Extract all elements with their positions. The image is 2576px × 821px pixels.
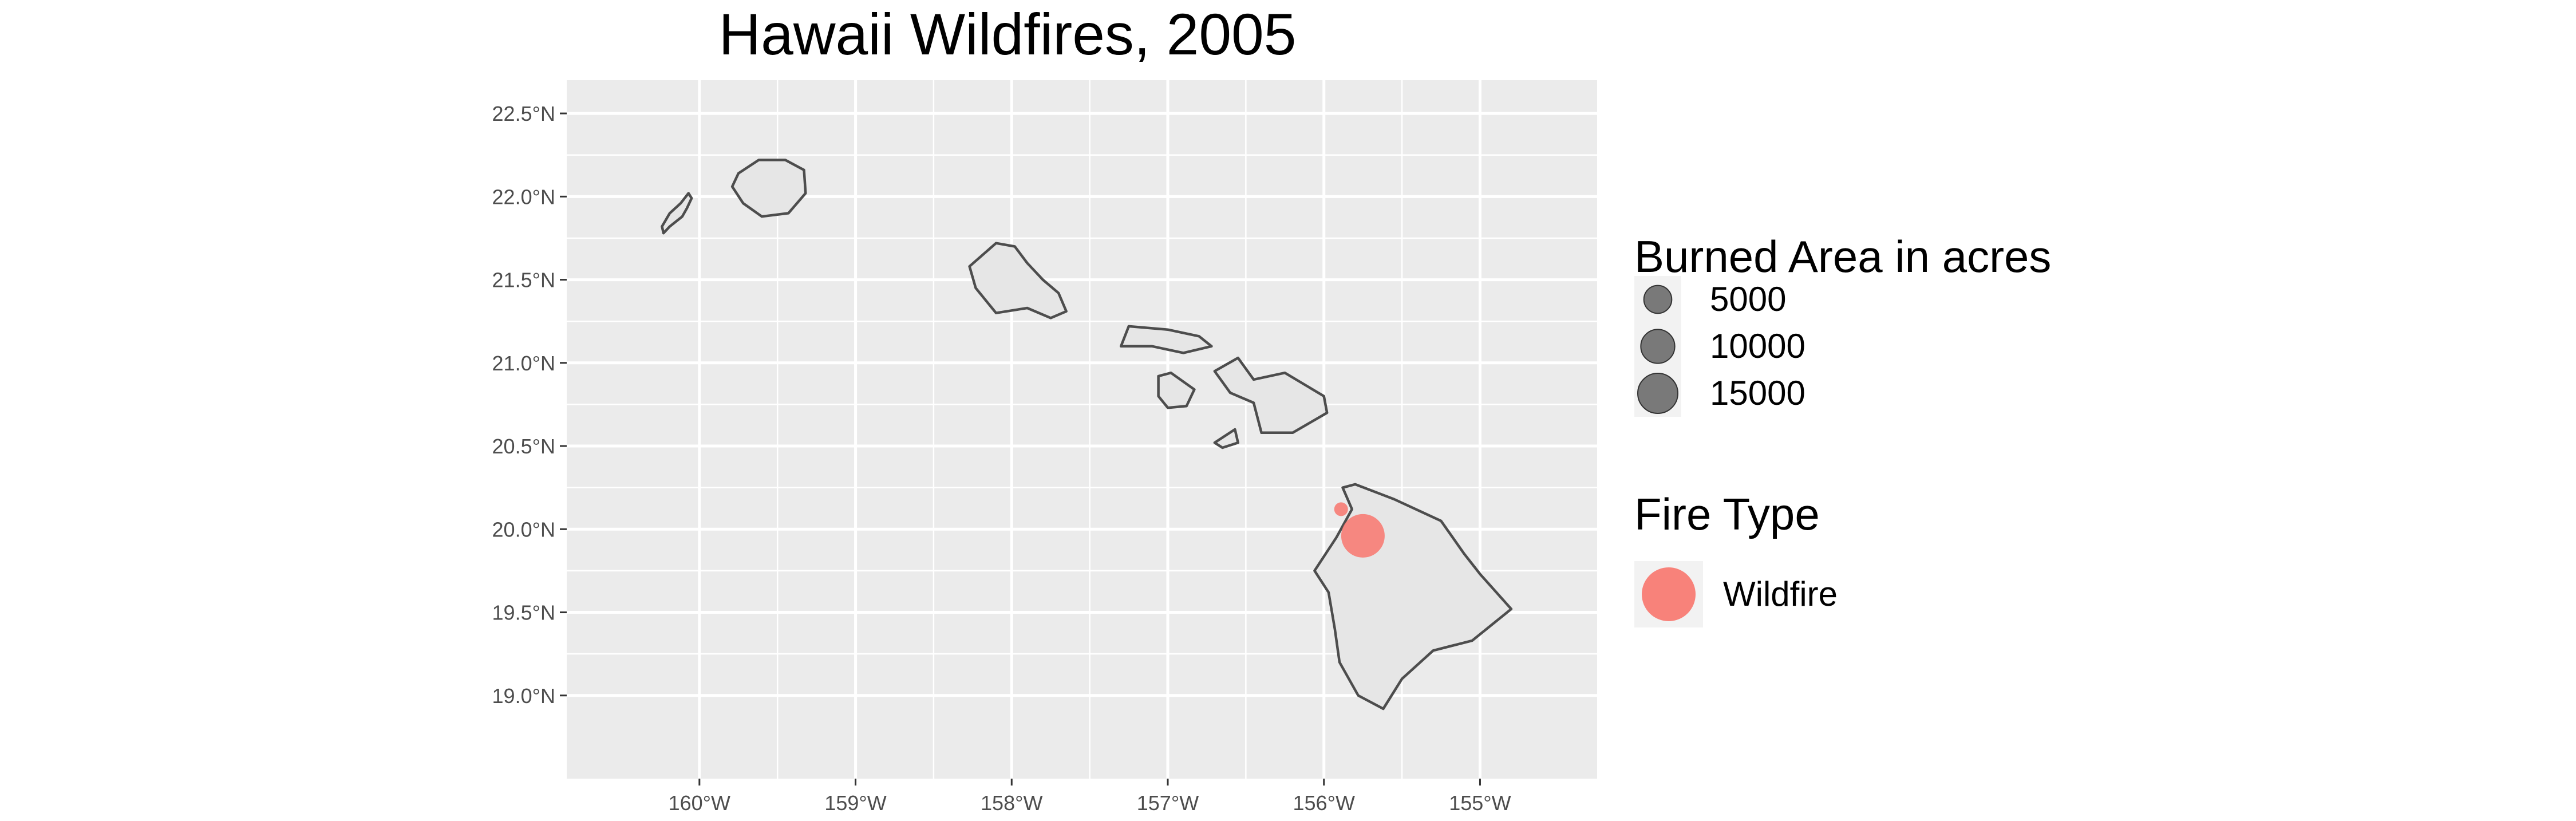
grid-lines — [567, 80, 1597, 779]
x-tick-label: 156°W — [1293, 791, 1355, 815]
island-molokai — [1119, 325, 1213, 354]
size-legend-circle — [1640, 329, 1676, 364]
island-maui — [1213, 356, 1329, 435]
island-niihau — [661, 192, 693, 235]
size-legend-label: 15000 — [1710, 374, 1805, 412]
y-axis: 19.0°N 19.5°N 20.0°N 20.5°N 21.0°N 21.5°N 22.0… — [492, 102, 567, 708]
fire-point — [1341, 514, 1385, 558]
x-axis: 160°W 159°W 158°W 157°W 156°W 155°W — [669, 779, 1511, 815]
x-tick-label: 159°W — [824, 791, 886, 815]
island-lanai — [1157, 371, 1196, 409]
fire-point — [1334, 502, 1348, 516]
size-legend-circle — [1643, 285, 1673, 314]
size-legend-circle — [1637, 373, 1678, 414]
y-tick-label: 22.5°N — [492, 102, 555, 125]
island-kauai — [730, 159, 807, 218]
y-tick-label: 21.0°N — [492, 352, 555, 375]
x-tick-label: 160°W — [669, 791, 730, 815]
size-legend-label: 5000 — [1710, 280, 1786, 318]
y-tick-label: 21.5°N — [492, 269, 555, 292]
size-legend-label: 10000 — [1710, 327, 1805, 365]
y-tick-label: 20.0°N — [492, 518, 555, 541]
y-tick-label: 19.5°N — [492, 601, 555, 625]
island-outlines — [661, 159, 1513, 711]
x-tick-label: 158°W — [981, 791, 1042, 815]
y-tick-label: 19.0°N — [492, 684, 555, 708]
size-legend: Burned Area in acres 5000 10000 15000 — [1634, 231, 2051, 417]
x-tick-label: 157°W — [1137, 791, 1199, 815]
color-legend-label: Wildfire — [1723, 575, 1838, 613]
color-legend-title: Fire Type — [1634, 489, 1820, 539]
x-tick-label: 155°W — [1449, 791, 1511, 815]
y-tick-label: 20.5°N — [492, 435, 555, 458]
plot-panel — [567, 80, 1597, 779]
color-legend: Fire Type Wildfire — [1634, 489, 1838, 627]
size-legend-title: Burned Area in acres — [1634, 231, 2051, 282]
color-legend-swatch — [1642, 567, 1696, 621]
fire-points — [1334, 502, 1385, 558]
chart-title: Hawaii Wildfires, 2005 — [718, 2, 1296, 67]
y-tick-label: 22.0°N — [492, 185, 555, 208]
island-kahoolawe — [1213, 428, 1239, 449]
island-oahu — [968, 242, 1068, 319]
